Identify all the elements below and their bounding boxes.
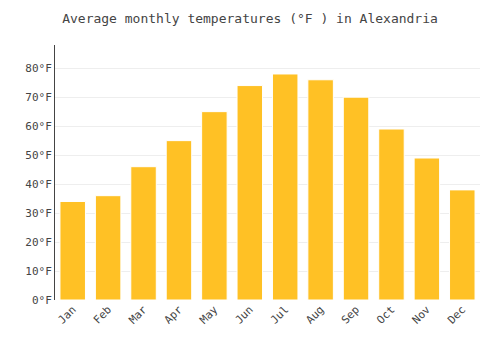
svg-text:40°F: 40°F	[25, 178, 52, 191]
svg-text:Sep: Sep	[339, 303, 362, 326]
svg-text:Mar: Mar	[126, 303, 150, 327]
svg-text:Oct: Oct	[374, 303, 397, 326]
svg-text:Nov: Nov	[410, 303, 434, 327]
svg-text:70°F: 70°F	[25, 91, 52, 104]
svg-text:80°F: 80°F	[25, 62, 52, 75]
svg-text:Aug: Aug	[303, 303, 326, 326]
svg-text:10°F: 10°F	[25, 265, 52, 278]
svg-text:30°F: 30°F	[25, 207, 52, 220]
svg-text:Jul: Jul	[268, 303, 291, 326]
svg-text:Feb: Feb	[91, 303, 114, 326]
svg-text:May: May	[197, 303, 221, 327]
svg-text:Dec: Dec	[445, 303, 468, 326]
svg-text:50°F: 50°F	[25, 149, 52, 162]
svg-text:0°F: 0°F	[32, 294, 52, 307]
svg-text:60°F: 60°F	[25, 120, 52, 133]
svg-text:Apr: Apr	[162, 303, 186, 327]
svg-text:Average monthly temperatures (: Average monthly temperatures (°F ) in Al…	[62, 11, 438, 26]
svg-text:Jan: Jan	[55, 303, 78, 326]
svg-text:20°F: 20°F	[25, 236, 52, 249]
svg-text:Jun: Jun	[233, 303, 256, 326]
